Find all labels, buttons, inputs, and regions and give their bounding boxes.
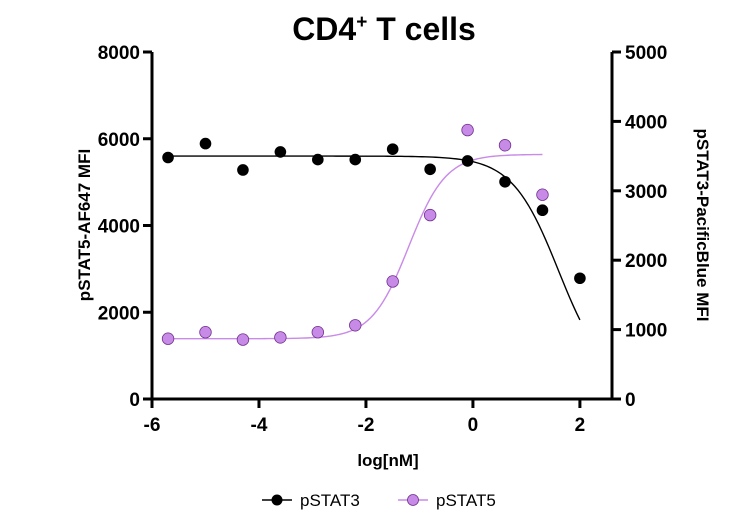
legend-label-pstat3: pSTAT3 <box>300 491 360 510</box>
data-point-pstat3 <box>274 146 287 158</box>
legend-label-pstat5: pSTAT5 <box>436 491 496 510</box>
x-axis: -6 -4 -2 0 2 <box>144 397 613 436</box>
data-points <box>161 123 586 346</box>
right-y-axis-title: pSTAT3-PacificBlue MFI <box>693 128 712 321</box>
left-axis-tick-label: 8000 <box>98 43 140 64</box>
data-point-pstat5 <box>461 123 474 137</box>
x-axis-tick-label: -6 <box>144 415 161 436</box>
right-axis-tick-label: 3000 <box>625 182 667 203</box>
x-axis-tick-label: 2 <box>575 415 586 436</box>
data-point-pstat5 <box>423 208 437 222</box>
data-point-pstat3 <box>386 143 399 155</box>
data-point-pstat3 <box>499 175 511 188</box>
legend-marker-pstat3 <box>271 494 283 506</box>
legend-marker-pstat5 <box>407 494 419 506</box>
left-axis-tick-label: 4000 <box>98 217 140 238</box>
left-axis-tick-label: 0 <box>129 390 140 411</box>
data-point-pstat5 <box>536 188 549 201</box>
left-y-axis: 0 2000 4000 6000 8000 <box>98 43 154 411</box>
data-point-pstat3 <box>312 153 324 166</box>
data-point-pstat5 <box>161 332 175 345</box>
left-y-axis-title: pSTAT5-AF647 MFI <box>75 149 94 301</box>
data-point-pstat3 <box>574 272 586 285</box>
x-axis-tick-label: 0 <box>468 415 479 436</box>
right-y-axis: 0 1000 2000 3000 4000 5000 <box>610 43 667 411</box>
x-axis-title: log[nM] <box>357 451 418 470</box>
right-axis-tick-label: 5000 <box>625 43 667 64</box>
right-axis-tick-label: 4000 <box>625 112 667 133</box>
data-point-pstat5 <box>199 326 212 339</box>
data-point-pstat5 <box>236 333 250 346</box>
legend-item-pstat5[interactable]: pSTAT5 <box>398 491 496 510</box>
right-axis-tick-label: 2000 <box>625 251 667 272</box>
left-axis-tick-label: 6000 <box>98 130 140 151</box>
data-point-pstat3 <box>162 151 174 164</box>
legend: pSTAT3 pSTAT5 <box>262 491 496 510</box>
data-point-pstat3 <box>199 137 212 150</box>
data-point-pstat3 <box>424 163 436 176</box>
data-point-pstat5 <box>274 331 287 344</box>
data-point-pstat5 <box>386 275 399 288</box>
chart-title: CD4+ T cells <box>292 11 476 47</box>
data-point-pstat5 <box>349 319 362 332</box>
right-axis-tick-label: 0 <box>625 390 636 411</box>
fit-curve-pstat5 <box>168 153 543 340</box>
data-point-pstat5 <box>498 139 512 152</box>
data-point-pstat3 <box>536 204 549 217</box>
right-axis-tick-label: 1000 <box>625 321 667 342</box>
data-point-pstat3 <box>461 155 474 167</box>
fit-curve-pstat3 <box>168 155 581 321</box>
left-axis-tick-label: 2000 <box>98 303 140 324</box>
legend-item-pstat3[interactable]: pSTAT3 <box>262 491 360 510</box>
x-axis-tick-label: -2 <box>358 415 375 436</box>
data-point-pstat3 <box>237 164 249 176</box>
data-point-pstat5 <box>311 326 325 339</box>
fit-curves <box>168 153 581 340</box>
data-point-pstat3 <box>349 153 362 166</box>
x-axis-tick-label: -4 <box>251 415 268 436</box>
